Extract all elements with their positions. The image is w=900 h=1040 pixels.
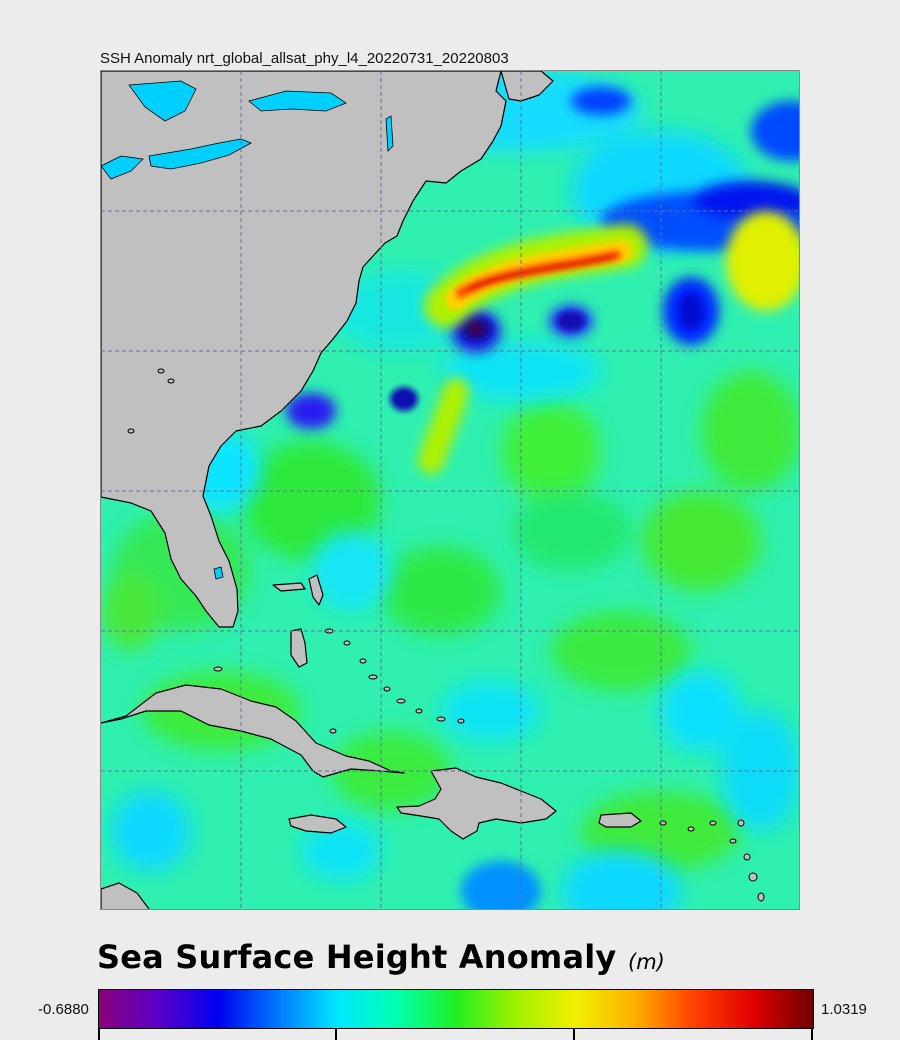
legend-unit: (m): [628, 950, 665, 974]
grand-bahama-island: [272, 582, 306, 592]
lakes: [101, 80, 394, 580]
nova-scotia: [500, 71, 554, 102]
legend-title: Sea Surface Height Anomaly: [97, 938, 617, 976]
colorbar-tick: [811, 1029, 813, 1040]
cuba-island: [101, 684, 405, 778]
jamaica-island: [288, 814, 347, 834]
colorbar-max-label: 1.0319: [821, 1001, 867, 1018]
mainland-fragment: [101, 882, 150, 909]
lake-okeechobee: [213, 566, 224, 580]
north-lake: [248, 90, 347, 112]
andros-island: [290, 628, 308, 668]
north-america-landmass: [101, 71, 507, 628]
colorbar-tick: [98, 1029, 100, 1040]
colorbar-tick: [335, 1029, 337, 1040]
lake-nw: [128, 80, 197, 122]
hispaniola-island: [396, 767, 557, 840]
colorbar-tick: [573, 1029, 575, 1040]
map-canvas: [101, 71, 799, 909]
lake-erie: [101, 155, 144, 180]
map-title: SSH Anomaly nrt_global_allsat_phy_l4_202…: [100, 50, 509, 67]
colorbar-min-label: -0.6880: [38, 1001, 89, 1018]
abaco-island: [308, 574, 324, 606]
graticule: [101, 71, 799, 909]
lake-champlain: [385, 115, 394, 152]
puerto-rico-island: [598, 812, 642, 828]
ssh-anomaly-map[interactable]: [100, 70, 800, 910]
colorbar: [98, 989, 814, 1029]
lake-ontario: [148, 138, 252, 170]
land: [101, 71, 642, 909]
